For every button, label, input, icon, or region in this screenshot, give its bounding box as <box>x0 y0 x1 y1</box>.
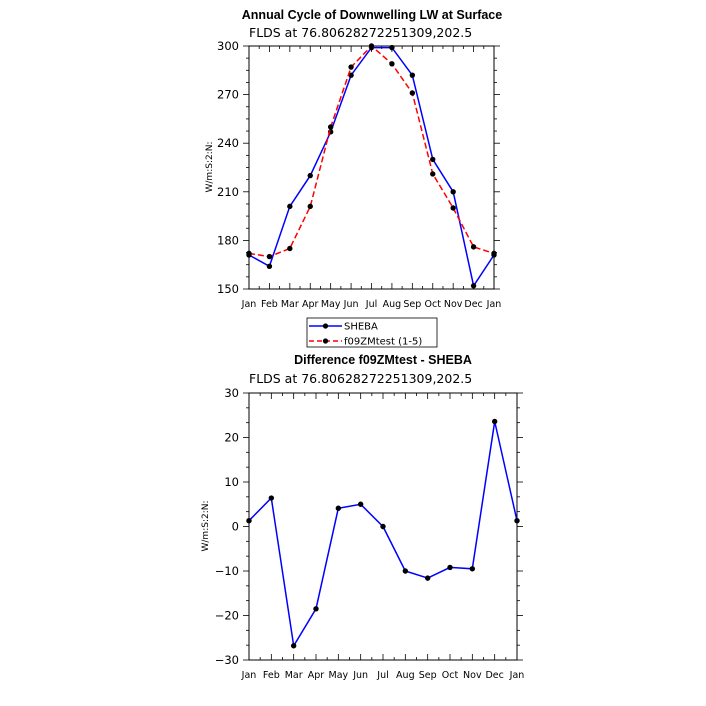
chart-2-series-1-point <box>402 568 409 574</box>
chart-1-series-2-point <box>409 90 416 96</box>
chart-1-legend: SHEBA f09ZMtest (1-5) <box>306 317 438 348</box>
chart-1-subtitle: FLDS at 76.80628272251309,202.5 <box>249 25 472 40</box>
legend-marker-sheba <box>322 323 329 329</box>
chart-1-series-2-point <box>307 203 313 210</box>
chart-1-title: Annual Cycle of Downwelling LW at Surfac… <box>242 8 502 22</box>
legend-marker-f09zmtest <box>322 338 329 344</box>
y-tick-label: 150 <box>217 282 239 296</box>
legend-box <box>306 317 438 348</box>
x-tick-label: Oct <box>425 299 442 310</box>
x-tick-label: Sep <box>419 670 437 681</box>
chart-1-ylabel: W/m:S:2:N: <box>205 142 215 193</box>
chart-2-ylabel: W/m:S:2:N: <box>201 501 211 552</box>
x-tick-label: Apr <box>308 670 325 681</box>
x-tick-label: May <box>329 670 349 681</box>
x-tick-label: Jan <box>509 670 525 681</box>
chart-1-series-1-point <box>470 283 477 289</box>
y-tick-label: 210 <box>217 185 239 199</box>
x-tick-label: Oct <box>442 670 459 681</box>
x-tick-label: Aug <box>383 299 402 310</box>
chart-1-series-1-point <box>450 189 456 195</box>
y-tick-label: 20 <box>224 431 239 445</box>
chart-1-series-1-point <box>348 72 354 78</box>
chart-2-series-1-line <box>248 421 518 648</box>
y-tick-label: −30 <box>215 653 239 667</box>
x-tick-label: May <box>321 299 341 310</box>
chart-1-series-1-point <box>389 44 395 51</box>
chart-2-series-1-point <box>380 523 386 530</box>
chart-1-series-2-point <box>266 253 273 260</box>
y-tick-label: 30 <box>224 386 239 400</box>
chart-2-series-1-point <box>313 606 319 612</box>
chart-1-series-2-point <box>246 250 252 257</box>
chart-2-subtitle: FLDS at 76.80628272251309,202.5 <box>249 371 472 386</box>
x-tick-label: Feb <box>263 670 280 681</box>
x-tick-label: Apr <box>302 299 319 310</box>
chart-2-series-1-point <box>447 564 453 571</box>
chart-1-series-1-point <box>287 203 293 210</box>
chart-1-series-2-point <box>470 244 477 250</box>
legend-label-f09zmtest: f09ZMtest (1-5) <box>344 337 422 348</box>
chart-2-series-1-point <box>514 518 520 524</box>
x-tick-label: Nov <box>444 299 463 310</box>
chart-2-series-1-point <box>491 418 498 425</box>
chart-1-series-2-point <box>368 43 375 49</box>
chart-2-plot: Jan Feb Mar Apr May Jun Jul Aug Sep Oct Nov Dec Jan−… <box>215 386 525 681</box>
x-tick-label: Mar <box>281 299 299 310</box>
y-tick-label: −10 <box>215 564 239 578</box>
chart-1-plot: Jan Feb Mar Apr May Jun Jul Aug Sep Oct Nov Dec Jan1… <box>217 39 501 310</box>
chart-1-series-2-point <box>450 205 456 211</box>
y-tick-label: 0 <box>232 520 239 534</box>
x-tick-label: Aug <box>396 670 415 681</box>
chart-1-series-2-point <box>287 245 293 252</box>
y-tick-label: 10 <box>224 475 239 489</box>
x-tick-label: Feb <box>261 299 278 310</box>
y-tick-label: 300 <box>217 39 239 53</box>
chart-1-series-1-point <box>430 156 436 163</box>
y-tick-label: 180 <box>217 233 239 247</box>
x-tick-label: Nov <box>463 670 482 681</box>
x-tick-label: Mar <box>285 670 303 681</box>
x-tick-label: Jan <box>241 670 257 681</box>
legend-label-sheba: SHEBA <box>344 322 378 333</box>
chart-1-series-2-point <box>327 124 334 130</box>
chart-2-series-1-point <box>357 501 364 507</box>
chart-1-series-1-point <box>266 263 273 270</box>
x-tick-label: Sep <box>403 299 421 310</box>
chart-1-series-2-point <box>491 250 497 257</box>
chart-2-series-1-point <box>335 505 342 511</box>
y-tick-label: 240 <box>217 136 239 150</box>
x-tick-label: Dec <box>464 299 482 310</box>
x-tick-label: Jul <box>376 670 388 681</box>
chart-1-series-2-line <box>248 44 495 258</box>
y-tick-label: −20 <box>215 609 239 623</box>
x-tick-label: Jul <box>365 299 377 310</box>
x-tick-label: Dec <box>485 670 503 681</box>
x-tick-label: Jan <box>486 299 502 310</box>
x-tick-label: Jun <box>352 670 368 681</box>
chart-1-series-2-point <box>430 171 436 177</box>
chart-2-series-1-point <box>268 495 275 501</box>
x-tick-label: Jun <box>343 299 359 310</box>
y-tick-label: 270 <box>217 88 239 102</box>
chart-1-series-2-point <box>348 64 354 70</box>
chart-2-title: Difference f09ZMtest - SHEBA <box>294 353 472 367</box>
chart-1-series-2-point <box>389 61 395 67</box>
chart-1-frame <box>248 45 495 290</box>
chart-2-series-1-point <box>469 566 476 572</box>
chart-1-series-1-point <box>307 172 313 179</box>
chart-2-series-1-point <box>424 575 431 581</box>
chart-1-series-1-point <box>409 72 416 78</box>
chart-2-series-1-point <box>290 643 297 649</box>
chart-2-series-1-point <box>246 518 252 524</box>
x-tick-label: Jan <box>241 299 257 310</box>
